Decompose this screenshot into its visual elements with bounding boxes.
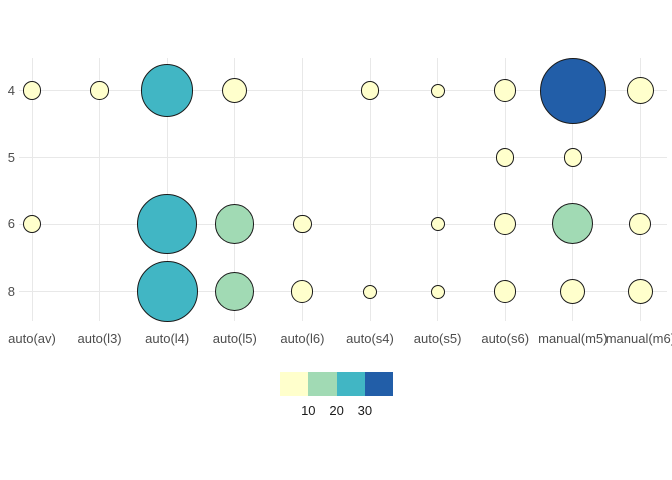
x-tick-label: auto(av) [8, 331, 56, 346]
legend-tick-label: 10 [301, 403, 316, 418]
gridline-vertical [369, 58, 371, 321]
bubble [222, 78, 248, 103]
bubble [293, 214, 312, 234]
gridline-vertical [234, 58, 236, 321]
bubble [360, 81, 380, 100]
legend-swatch [336, 372, 365, 396]
legend-tick-label: 30 [357, 403, 373, 418]
bubble [494, 212, 517, 235]
bubble [90, 81, 109, 100]
bubble [430, 284, 445, 299]
gridline-vertical [301, 58, 303, 321]
bubble [627, 279, 653, 304]
bubble [430, 217, 445, 231]
x-tick-label: auto(l6) [280, 331, 325, 346]
gridline-vertical [504, 58, 506, 321]
x-tick-label: auto(s6) [481, 331, 530, 346]
bubble [563, 148, 583, 167]
x-tick-label: auto(l5) [212, 331, 257, 346]
bubble [495, 148, 515, 167]
gridline-vertical [31, 58, 33, 321]
bubble [215, 204, 255, 244]
x-tick-label: manual(m6) [605, 331, 672, 346]
gridline-horizontal [19, 157, 667, 158]
gridline-vertical [437, 58, 439, 321]
x-tick-label: auto(l3) [77, 331, 122, 346]
bubble [291, 280, 314, 303]
bubble [552, 203, 594, 245]
legend-tick-label: 20 [329, 403, 344, 418]
legend-swatch [280, 372, 309, 396]
legend-swatch [364, 372, 394, 396]
bubble [136, 260, 198, 322]
gridline-vertical [639, 58, 641, 321]
y-tick-label: 4 [7, 82, 15, 98]
bubble [494, 79, 517, 102]
x-tick-label: auto(s5) [413, 331, 462, 346]
gridline-horizontal [19, 291, 667, 292]
x-tick-label: manual(m5) [538, 331, 608, 346]
bubble [629, 212, 652, 235]
gridline-vertical [572, 58, 574, 321]
bubble [363, 284, 377, 299]
y-tick-label: 5 [7, 149, 15, 165]
y-tick-label: 8 [7, 283, 15, 299]
bubble [22, 81, 42, 100]
bubble [494, 280, 517, 303]
gridline-horizontal [19, 90, 667, 91]
gridline-vertical [166, 58, 168, 321]
x-tick-label: auto(l4) [145, 331, 190, 346]
bubble [626, 76, 655, 105]
bubble [430, 83, 445, 98]
bubble [137, 194, 198, 254]
bubble [22, 214, 42, 234]
bubble [539, 57, 606, 124]
bubble [560, 279, 586, 304]
gridline-horizontal [19, 223, 667, 225]
bubble [215, 271, 255, 312]
x-tick-label: auto(s4) [346, 331, 394, 346]
y-tick-label: 6 [7, 216, 15, 231]
gridline-vertical [99, 58, 101, 321]
legend-swatch [308, 372, 337, 396]
bubble [141, 64, 194, 117]
